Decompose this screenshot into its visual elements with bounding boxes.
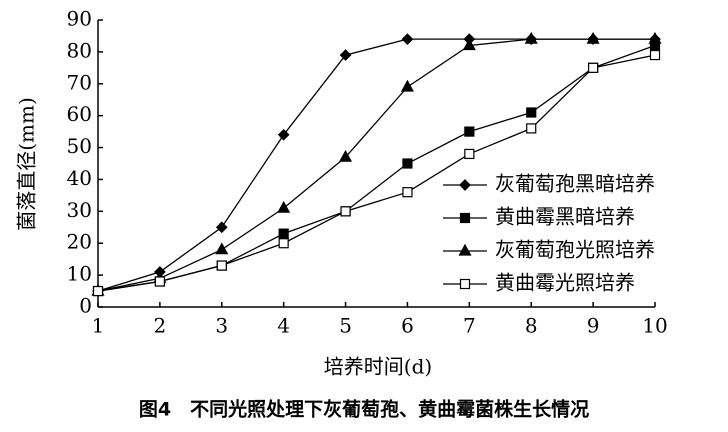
caption: 图4 不同光照处理下灰葡萄孢、黄曲霉菌株生长情况 (139, 398, 589, 421)
point (524, 31, 538, 44)
legend-marker (459, 278, 471, 290)
x-tick-label: 1 (92, 314, 105, 338)
y-tick-label: 40 (67, 166, 92, 190)
x-tick-label: 9 (587, 314, 600, 338)
point (277, 200, 291, 213)
point (339, 149, 353, 162)
y-tick-label: 20 (67, 230, 92, 254)
y-tick-label: 80 (67, 38, 92, 62)
series-line (97, 38, 655, 292)
legend-label: 黄曲霉光照培养 (495, 271, 635, 295)
y-axis-label: 菌落直径(mm) (15, 97, 39, 231)
point (402, 158, 413, 169)
point (277, 128, 290, 141)
x-tick-label: 8 (525, 314, 538, 338)
point (278, 228, 289, 239)
x-tick-label: 5 (339, 314, 352, 338)
legend-label: 灰葡萄孢光照培养 (495, 238, 655, 262)
point (649, 49, 661, 61)
point (401, 33, 414, 45)
point (588, 62, 599, 73)
legend-marker (459, 179, 471, 191)
x-tick-label: 10 (642, 314, 667, 338)
x-tick-label: 2 (154, 314, 167, 338)
point (215, 242, 229, 255)
point (154, 276, 165, 287)
x-tick-label: 7 (463, 314, 476, 338)
point (402, 187, 413, 198)
y-tick-label: 10 (67, 262, 92, 286)
point (648, 31, 662, 44)
point (339, 49, 352, 61)
point (464, 126, 475, 137)
x-tick-label: 3 (215, 314, 228, 338)
x-tick-label: 4 (277, 314, 290, 338)
y-tick-label: 90 (67, 7, 92, 31)
legend-marker (458, 243, 472, 256)
point (526, 107, 537, 118)
point (526, 123, 537, 134)
point (462, 38, 476, 51)
y-tick-label: 70 (67, 70, 92, 94)
legend-marker (459, 212, 471, 224)
point (92, 285, 104, 297)
point (216, 260, 227, 271)
y-tick-label: 60 (67, 102, 92, 126)
series-line (97, 54, 656, 292)
point (340, 206, 351, 217)
y-tick-label: 30 (67, 198, 92, 222)
point (215, 221, 228, 234)
legend-label: 黄曲霉黑暗培养 (495, 205, 635, 229)
x-axis-label: 培养时间(d) (324, 355, 432, 379)
point (278, 238, 289, 249)
point (464, 148, 475, 160)
y-tick-label: 0 (79, 294, 92, 318)
x-tick-label: 6 (401, 314, 414, 338)
point (586, 31, 600, 44)
y-tick-label: 50 (67, 134, 92, 158)
legend-label: 灰葡萄孢黑暗培养 (495, 172, 655, 196)
point (400, 79, 414, 92)
